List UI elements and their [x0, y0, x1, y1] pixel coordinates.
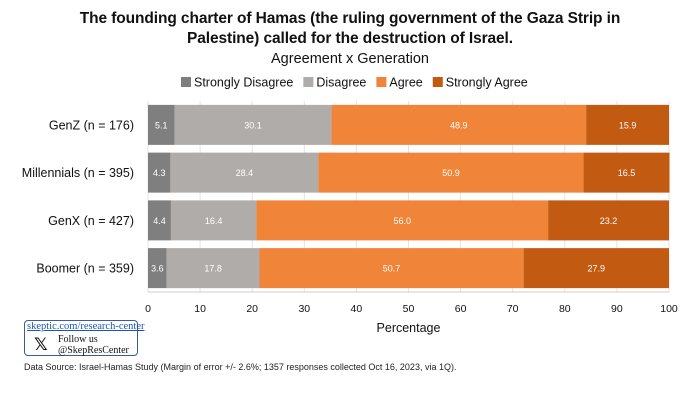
bar-genx-strongly-agree — [548, 200, 669, 241]
data-label-boomer-strongly-disagree: 3.6 — [151, 264, 164, 274]
legend-label-disagree: Disagree — [316, 76, 366, 90]
x-tick-label-60: 60 — [455, 303, 467, 315]
x-tick-label-80: 80 — [559, 303, 571, 315]
legend-label-strongly-disagree: Strongly Disagree — [194, 76, 293, 90]
x-tick-label-0: 0 — [145, 303, 151, 315]
bar-millennials-strongly-disagree — [148, 152, 171, 193]
bar-boomer-strongly-agree — [523, 248, 669, 289]
bar-millennials-strongly-agree — [583, 152, 670, 193]
data-label-genx-strongly-disagree: 4.4 — [153, 216, 166, 226]
category-label-millennials: Millennials (n = 395) — [22, 166, 134, 180]
data-label-genz-agree: 48.9 — [450, 120, 468, 130]
bar-millennials-disagree — [170, 152, 319, 193]
bar-genz-disagree — [174, 104, 332, 145]
bar-genx-agree — [256, 200, 549, 241]
x-axis-title: Percentage — [377, 321, 441, 335]
x-tick-label-90: 90 — [611, 303, 623, 315]
bar-millennials-agree — [318, 152, 584, 193]
data-label-boomer-strongly-agree: 27.9 — [588, 264, 606, 274]
data-label-millennials-disagree: 28.4 — [236, 168, 254, 178]
branding-box — [24, 320, 138, 356]
x-tick-label-10: 10 — [194, 303, 206, 315]
bar-boomer-strongly-disagree — [148, 248, 167, 289]
data-label-genx-strongly-agree: 23.2 — [600, 216, 618, 226]
category-label-boomer: Boomer (n = 359) — [36, 262, 134, 276]
data-label-genz-strongly-disagree: 5.1 — [155, 120, 168, 130]
data-label-genx-agree: 56.0 — [393, 216, 411, 226]
data-label-genz-strongly-agree: 15.9 — [619, 120, 637, 130]
data-label-boomer-agree: 50.7 — [383, 264, 401, 274]
category-label-genx: GenX (n = 427) — [48, 214, 134, 228]
legend-swatch-disagree — [303, 77, 314, 87]
bar-boomer-agree — [259, 248, 524, 289]
data-source-note: Data Source: Israel-Hamas Study (Margin … — [24, 362, 457, 372]
x-tick-label-50: 50 — [403, 303, 415, 315]
x-tick-label-30: 30 — [298, 303, 310, 315]
legend-swatch-strongly-agree — [432, 77, 443, 87]
x-tick-label-20: 20 — [246, 303, 258, 315]
x-tick-label-70: 70 — [507, 303, 519, 315]
chart-subtitle: Agreement x Generation — [271, 51, 429, 67]
x-tick-label-40: 40 — [351, 303, 363, 315]
social-handle: @SkepResCenter — [58, 345, 129, 356]
x-logo-icon: 𝕏 — [34, 335, 48, 355]
bar-boomer-disagree — [166, 248, 260, 289]
bar-genx-strongly-disagree — [148, 200, 171, 241]
legend-label-agree: Agree — [389, 76, 422, 90]
legend-label-strongly-agree: Strongly Agree — [446, 76, 528, 90]
category-label-genz: GenZ (n = 176) — [49, 118, 134, 132]
bar-genz-agree — [331, 104, 587, 145]
data-label-genz-disagree: 30.1 — [244, 120, 262, 130]
legend-swatch-strongly-disagree — [181, 77, 191, 87]
bar-genx-disagree — [170, 200, 257, 241]
chart-title-line-2: Palestine) called for the destruction of… — [187, 30, 513, 47]
bar-genz-strongly-agree — [586, 104, 669, 145]
bar-genz-strongly-disagree — [148, 104, 175, 145]
chart-title-line-1: The founding charter of Hamas (the rulin… — [79, 10, 621, 27]
data-label-millennials-strongly-agree: 16.5 — [618, 168, 636, 178]
data-label-boomer-disagree: 17.8 — [204, 264, 222, 274]
data-label-millennials-agree: 50.9 — [442, 168, 460, 178]
legend-swatch-agree — [376, 77, 387, 87]
research-center-link[interactable]: skeptic.com/research-center — [27, 321, 145, 332]
data-label-genx-disagree: 16.4 — [205, 216, 223, 226]
x-tick-label-100: 100 — [660, 303, 678, 315]
data-label-millennials-strongly-disagree: 4.3 — [153, 168, 166, 178]
follow-us-text: Follow us — [58, 334, 98, 345]
